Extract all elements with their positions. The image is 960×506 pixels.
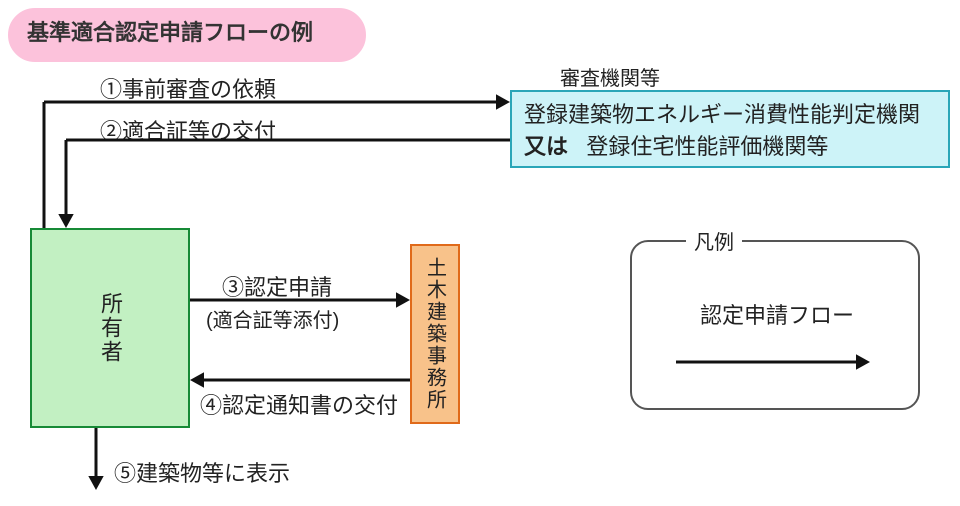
legend-label: 認定申請フロー bbox=[700, 298, 854, 330]
edge5-label: ⑤建築物等に表示 bbox=[114, 456, 290, 488]
edge4-label: ④認定通知書の交付 bbox=[200, 388, 398, 420]
agency-line1: 登録建築物エネルギー消費性能判定機関 bbox=[524, 97, 948, 129]
edge3-label: ③認定申請 bbox=[222, 270, 332, 302]
node-owner: 所有者 bbox=[30, 228, 190, 428]
edge2-label: ②適合証等の交付 bbox=[100, 114, 276, 146]
agency-line2b: 登録住宅性能評価機関等 bbox=[586, 134, 828, 159]
node-agency: 登録建築物エネルギー消費性能判定機関 又は 登録住宅性能評価機関等 bbox=[510, 90, 950, 168]
agency-line2a: 又は bbox=[524, 134, 568, 159]
node-office: 土木建築事務所 bbox=[410, 244, 460, 424]
diagram-title: 基準適合認定申請フローの例 bbox=[8, 8, 366, 62]
edge1-label: ①事前審査の依頼 bbox=[100, 72, 276, 104]
edge3-sublabel: (適合証等添付) bbox=[206, 304, 339, 333]
agency-header: 審査機関等 bbox=[560, 62, 660, 91]
legend-title: 凡例 bbox=[686, 226, 742, 255]
office-label: 土木建築事務所 bbox=[421, 257, 450, 411]
owner-label: 所有者 bbox=[94, 292, 126, 364]
diagram-stage: 基準適合認定申請フローの例 審査機関等 登録建築物エネルギー消費性能判定機関 又… bbox=[0, 0, 960, 506]
